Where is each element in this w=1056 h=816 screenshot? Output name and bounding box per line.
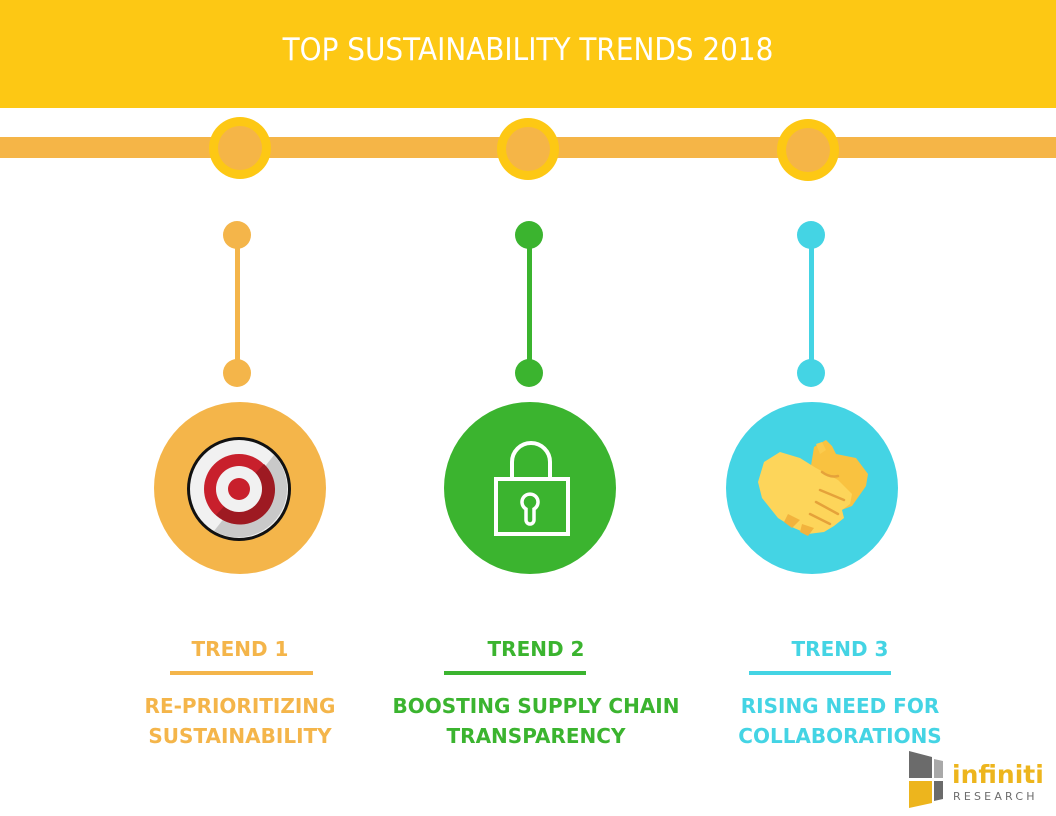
timeline-node-3 <box>777 119 839 181</box>
trend-1-label: TREND 1 <box>191 637 289 661</box>
trend-2-line-2: TRANSPARENCY <box>446 724 626 748</box>
trend-1-line-2: SUSTAINABILITY <box>148 724 332 748</box>
trend-1-line-1: RE-PRIORITIZING <box>144 694 336 718</box>
timeline-node-1 <box>209 117 271 179</box>
trend-3-description: RISING NEED FOR COLLABORATIONS <box>680 691 1000 751</box>
trend-1-description: RE-PRIORITIZING SUSTAINABILITY <box>80 691 400 751</box>
infiniti-research-logo: infiniti RESEARCH <box>907 748 1047 810</box>
trend-3-line-2: COLLABORATIONS <box>738 724 942 748</box>
trend-3-line-1: RISING NEED FOR <box>740 694 940 718</box>
logo-wordmark: infiniti <box>952 760 1044 789</box>
trend-1-underline <box>170 671 313 675</box>
trend-1-block: TREND 1 RE-PRIORITIZING SUSTAINABILITY <box>80 637 400 751</box>
header-banner: TOP SUSTAINABILITY TRENDS 2018 <box>0 0 1056 108</box>
trend-1-icon-circle <box>154 402 326 574</box>
trend-3-underline <box>749 671 891 675</box>
connector-trend-3 <box>797 221 825 387</box>
timeline-node-2 <box>497 118 559 180</box>
trend-3-block: TREND 3 RISING NEED FOR COLLABORATIONS <box>680 637 1000 751</box>
trend-3-icon-circle <box>726 402 898 574</box>
handshake-icon <box>758 440 868 536</box>
padlock-icon <box>494 441 570 536</box>
trend-2-block: TREND 2 BOOSTING SUPPLY CHAIN TRANSPAREN… <box>376 637 696 751</box>
logo-subtitle: RESEARCH <box>953 790 1038 803</box>
page-title: TOP SUSTAINABILITY TRENDS 2018 <box>282 32 774 68</box>
trend-2-description: BOOSTING SUPPLY CHAIN TRANSPARENCY <box>376 691 696 751</box>
connector-trend-2 <box>515 221 543 387</box>
trend-2-label: TREND 2 <box>487 637 585 661</box>
trend-3-label: TREND 3 <box>791 637 889 661</box>
target-icon <box>187 437 291 541</box>
trend-2-underline <box>444 671 586 675</box>
trend-2-line-1: BOOSTING SUPPLY CHAIN <box>392 694 680 718</box>
logo-mark-icon <box>909 751 943 808</box>
connector-trend-1 <box>223 221 251 387</box>
trend-2-icon-circle <box>444 402 616 574</box>
